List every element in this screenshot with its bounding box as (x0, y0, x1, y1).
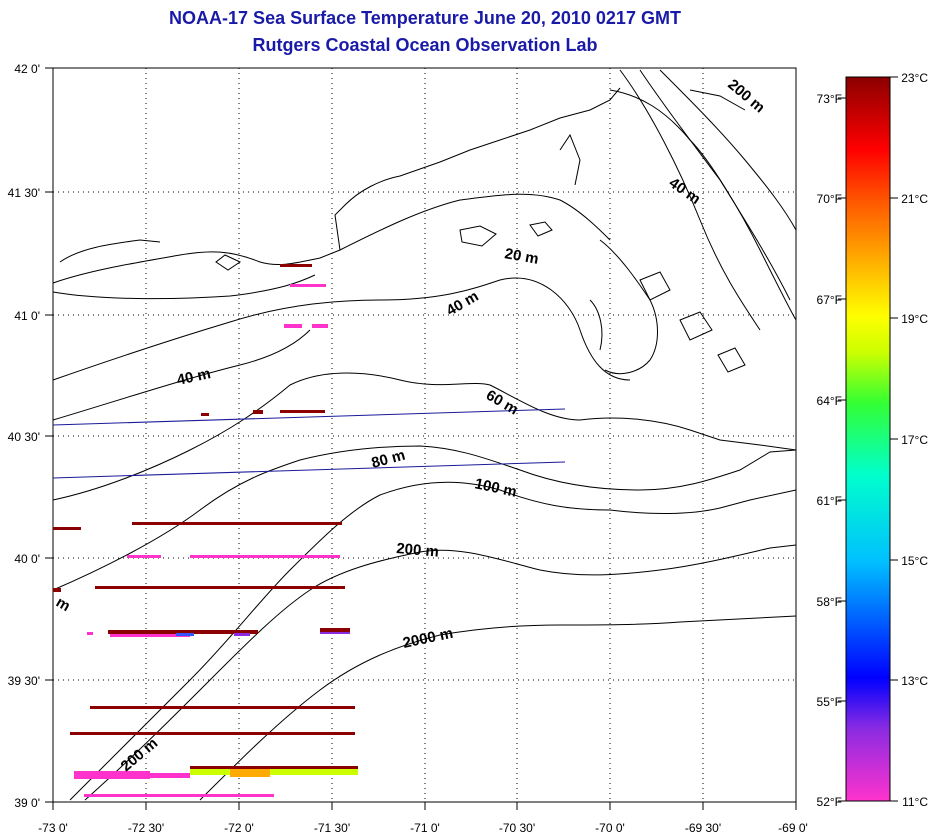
sst-streaks (53, 264, 358, 797)
lat-tick-label: 42 0' (14, 62, 40, 76)
celsius-label: 17°C (901, 433, 928, 447)
axis-ticks (45, 67, 797, 810)
lon-tick-labels: -73 0' -72 30' -72 0' -71 30' -71 0' -70… (38, 821, 808, 835)
isobaths (52, 69, 797, 801)
lon-tick-label: -72 0' (224, 821, 254, 835)
lat-tick-label: 40 30' (8, 430, 40, 444)
map-title: NOAA-17 Sea Surface Temperature June 20,… (169, 8, 681, 28)
fahrenheit-label: 67°F (817, 293, 842, 307)
celsius-label: 21°C (901, 192, 928, 206)
celsius-label: 15°C (901, 554, 928, 568)
swath-lines (52, 408, 566, 479)
celsius-label: 23°C (901, 71, 928, 85)
map-subtitle: Rutgers Coastal Ocean Observation Lab (252, 35, 598, 55)
celsius-label: 13°C (901, 674, 928, 688)
celsius-label: 11°C (902, 795, 928, 809)
fahrenheit-label: 58°F (817, 595, 842, 609)
fahrenheit-label: 61°F (817, 494, 842, 508)
lon-tick-label: -71 0' (410, 821, 440, 835)
isobath-label-40m-b: 40 m (175, 365, 212, 389)
colorbar-fahrenheit-labels: 73°F 70°F 67°F 64°F 61°F 58°F 55°F 52°F (817, 92, 842, 809)
lat-tick-label: 41 30' (8, 186, 40, 200)
lon-tick-label: -72 30' (128, 821, 164, 835)
lon-tick-label: -73 0' (38, 821, 68, 835)
lon-tick-label: -69 0' (778, 821, 808, 835)
lon-tick-label: -69 30' (685, 821, 721, 835)
lat-tick-label: 39 30' (8, 674, 40, 688)
isobath-label-200m-a: 200 m (396, 540, 440, 561)
fahrenheit-label: 70°F (817, 192, 842, 206)
map-frame (52, 67, 797, 803)
isobath-label-20m: 20 m (503, 245, 540, 268)
fahrenheit-label: 52°F (817, 795, 842, 809)
colorbar-gradient (845, 76, 891, 802)
colorbar: 73°F 70°F 67°F 64°F 61°F 58°F 55°F 52°F … (817, 71, 929, 809)
lat-tick-label: 41 0' (14, 309, 40, 323)
lat-tick-label: 40 0' (14, 552, 40, 566)
colorbar-celsius-labels: 23°C 21°C 19°C 17°C 15°C 13°C 11°C (901, 71, 928, 809)
lon-tick-label: -71 30' (314, 821, 350, 835)
lat-tick-labels: 42 0' 41 30' 41 0' 40 30' 40 0' 39 30' 3… (8, 62, 40, 810)
lat-tick-label: 39 0' (14, 796, 40, 810)
celsius-label: 19°C (901, 312, 928, 326)
lon-tick-label: -70 0' (595, 821, 625, 835)
fahrenheit-label: 64°F (817, 394, 842, 408)
fahrenheit-label: 55°F (817, 695, 842, 709)
lon-tick-label: -70 30' (499, 821, 535, 835)
fahrenheit-label: 73°F (817, 92, 842, 106)
